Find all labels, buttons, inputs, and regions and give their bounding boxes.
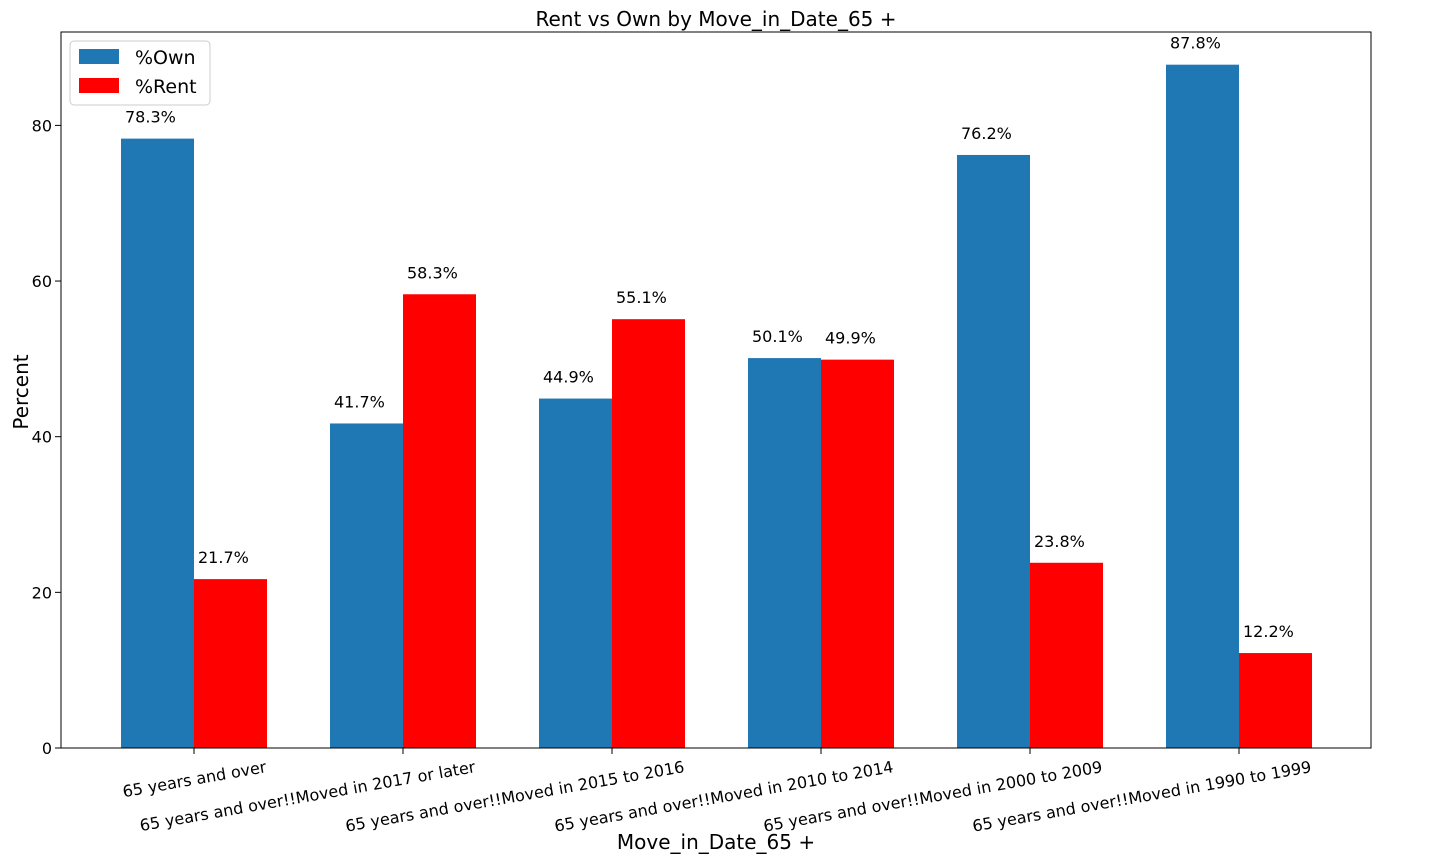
x-axis-label: Move_in_Date_65 +	[617, 830, 815, 854]
legend-label-rent: %Rent	[135, 76, 197, 98]
plot-frame	[60, 31, 1372, 749]
y-axis: 0 20 40 60 80	[32, 116, 61, 758]
value-label-own-2: 44.9%	[543, 368, 594, 387]
y-tick-label-1: 20	[32, 583, 52, 602]
value-label-own-1: 41.7%	[334, 392, 385, 411]
plot-area: 78.3% 41.7% 44.9% 50.1% 76.2% 87.8% 21.7% 58.3%…	[121, 34, 1312, 749]
x-tick-label-2: 65 years and over!!Moved in 2015 to 2016	[344, 757, 686, 835]
legend-swatch-rent	[79, 78, 119, 93]
y-tick-label-3: 60	[32, 272, 52, 291]
bar-own-5	[1166, 64, 1239, 749]
y-tick-label-0: 0	[42, 739, 52, 758]
value-label-rent-1: 58.3%	[407, 263, 458, 282]
x-tick-label-4: 65 years and over!!Moved in 2000 to 2009	[762, 757, 1104, 835]
value-label-rent-0: 21.7%	[198, 548, 249, 567]
legend: %Own %Rent	[69, 40, 211, 106]
y-tick-label-4: 80	[32, 116, 52, 135]
bar-own-4	[957, 154, 1030, 748]
bar-rent-1	[403, 294, 476, 748]
x-tick-label-5: 65 years and over!!Moved in 1990 to 1999	[971, 757, 1313, 835]
value-label-rent-4: 23.8%	[1034, 532, 1085, 551]
bar-rent-3	[821, 359, 894, 748]
value-label-own-0: 78.3%	[125, 108, 176, 127]
bar-own-0	[121, 138, 194, 749]
value-label-own-4: 76.2%	[961, 124, 1012, 143]
bar-rent-2	[612, 319, 685, 748]
legend-label-own: %Own	[135, 47, 196, 69]
bar-rent-5	[1239, 653, 1312, 748]
chart-title: Rent vs Own by Move_in_Date_65 +	[535, 7, 896, 31]
value-label-rent-2: 55.1%	[616, 288, 667, 307]
bar-own-1	[330, 423, 403, 748]
value-label-own-3: 50.1%	[752, 327, 803, 346]
value-label-rent-3: 49.9%	[825, 329, 876, 348]
x-tick-label-1: 65 years and over!!Moved in 2017 or late…	[138, 757, 477, 835]
bar-own-3	[748, 358, 821, 748]
bar-own-2	[539, 398, 612, 748]
bar-rent-0	[194, 579, 267, 748]
x-tick-label-3: 65 years and over!!Moved in 2010 to 2014	[553, 757, 895, 835]
bar-rent-4	[1030, 562, 1103, 748]
y-tick-label-2: 40	[32, 428, 52, 447]
legend-swatch-own	[79, 49, 119, 64]
value-label-rent-5: 12.2%	[1243, 622, 1294, 641]
y-axis-label: Percent	[9, 354, 33, 429]
x-tick-label-0: 65 years and over	[121, 757, 268, 801]
value-label-own-5: 87.8%	[1170, 34, 1221, 53]
